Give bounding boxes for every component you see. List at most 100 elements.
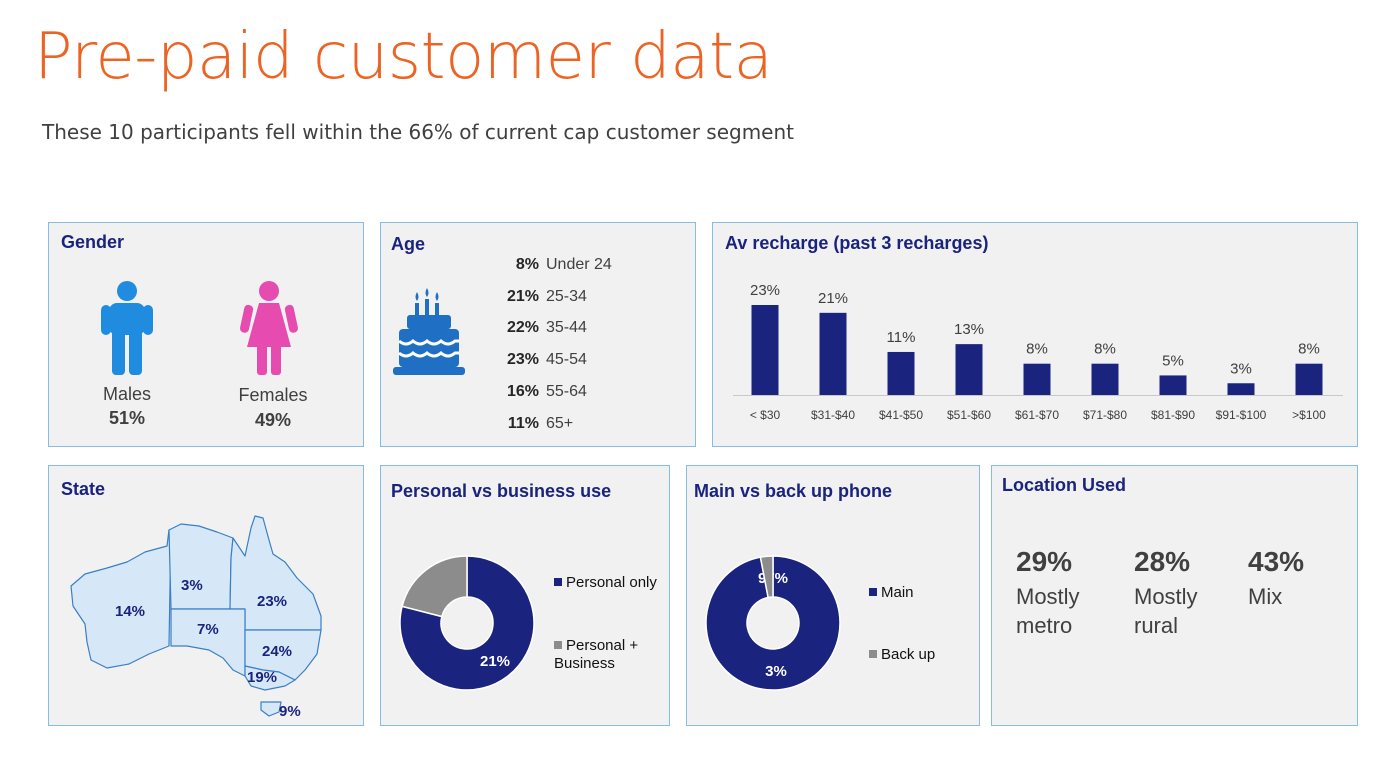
x-tick-label: $91-$100 [1216, 408, 1267, 422]
slice-value-label: 3% [765, 663, 787, 680]
personal-business-title: Personal vs business use [391, 481, 612, 501]
location-label: Mostly metro [1016, 584, 1080, 638]
x-tick-label: < $30 [750, 408, 781, 422]
location-item-rural: 28% Mostly rural [1134, 546, 1224, 640]
males-percent: 51% [108, 408, 146, 428]
age-row: 22% 35-44 [491, 319, 587, 341]
donut-slice [759, 555, 774, 599]
age-row: 23% 45-54 [491, 351, 587, 373]
recharge-panel: Av recharge (past 3 recharges) 23% < $30 2… [712, 222, 1358, 447]
personal-business-donut: 79%21% [399, 555, 535, 691]
legend-label: Main [881, 584, 914, 601]
bar [1295, 363, 1323, 395]
australia-map-icon: 14% 3% 23% 7% 24% 19% 9% [70, 515, 322, 720]
x-tick-label: >$100 [1292, 408, 1326, 422]
x-tick-label: $81-$90 [1151, 408, 1195, 422]
bar-value-label: 13% [954, 321, 984, 338]
bar-value-label: 11% [887, 329, 916, 346]
age-percent: 21% [506, 288, 539, 305]
females-percent: 49% [254, 410, 292, 430]
state-title: State [61, 479, 106, 499]
location-label: Mix [1248, 584, 1283, 609]
females-label: Females [238, 385, 308, 405]
female-person-icon [240, 281, 298, 375]
bar-value-label: 5% [1162, 352, 1184, 369]
gender-panel: Gender Males 51% Females 49% [48, 222, 364, 447]
legend-label: Back up [881, 646, 936, 663]
main-backup-panel: Main vs back up phone 97%3% Main Back up [686, 465, 980, 726]
location-title: Location Used [1002, 475, 1127, 495]
bar [819, 312, 847, 395]
gender-title: Gender [61, 232, 125, 252]
x-tick-label: $41-$50 [879, 408, 923, 422]
vic-region [244, 665, 296, 691]
age-percent: 22% [506, 319, 539, 336]
age-title: Age [391, 234, 426, 254]
bar [751, 305, 779, 395]
page-subtitle: These 10 participants fell within the 66… [42, 120, 794, 144]
legend-label: Personal only [566, 574, 657, 591]
x-tick-label: $71-$80 [1083, 408, 1127, 422]
main-backup-title: Main vs back up phone [694, 481, 893, 501]
state-nsw-value: 24% [262, 643, 292, 660]
bar-value-label: 23% [750, 282, 780, 299]
location-item-metro: 29% Mostly metro [1016, 546, 1106, 640]
x-tick-label: $51-$60 [947, 408, 991, 422]
sa-region [170, 608, 246, 677]
legend-main: Main [869, 584, 914, 602]
state-sa-value: 7% [197, 621, 219, 638]
bar [955, 344, 983, 395]
bar [1023, 363, 1051, 395]
recharge-chart-title: Av recharge (past 3 recharges) [725, 233, 989, 253]
state-wa-value: 14% [115, 603, 145, 620]
age-label: Under 24 [546, 256, 612, 273]
age-percent: 11% [507, 415, 539, 432]
age-label: 35-44 [546, 319, 587, 336]
state-panel: State 14% 3% 23% 7% 24% 19% 9% [48, 465, 364, 726]
age-percent: 8% [515, 256, 539, 273]
state-qld-value: 23% [257, 593, 287, 610]
wa-region [70, 529, 172, 669]
age-row: 21% 25-34 [491, 288, 587, 310]
age-label: 45-54 [546, 351, 587, 368]
page-title: Pre-paid customer data [34, 20, 773, 94]
location-percent: 28% [1134, 546, 1191, 577]
legend-swatch [869, 588, 877, 596]
age-row: 16% 55-64 [491, 383, 587, 405]
legend-personal-business: Personal + Business [554, 637, 654, 673]
bar-value-label: 8% [1298, 341, 1320, 358]
legend-label: Personal + Business [554, 637, 639, 672]
age-row: 8% Under 24 [491, 256, 612, 278]
location-label: Mostly rural [1134, 584, 1198, 638]
age-percent: 23% [506, 351, 539, 368]
personal-business-panel: Personal vs business use 79%21% Personal… [380, 465, 670, 726]
bar [1091, 363, 1119, 395]
state-vic-value: 19% [247, 669, 277, 686]
age-label: 65+ [546, 415, 574, 432]
location-percent: 29% [1016, 546, 1073, 577]
males-label: Males [102, 384, 151, 404]
bar-value-label: 8% [1094, 341, 1116, 358]
nt-region [168, 523, 234, 610]
recharge-bar-chart: 23% < $30 21% $31-$40 11% $41-$50 13% $51-$60 8%… [733, 282, 1343, 422]
legend-swatch [554, 578, 562, 586]
donut-slice [705, 555, 841, 691]
birthday-cake-icon [393, 288, 465, 375]
age-row: 11% 65+ [491, 415, 573, 437]
age-label: 55-64 [546, 383, 587, 400]
legend-swatch [869, 650, 877, 658]
donut-slice [401, 555, 468, 618]
tas-region [260, 701, 282, 717]
age-panel: Age 8% Under 24 21% 25-34 22% 35-44 23% 45-5… [380, 222, 696, 447]
donut-slice [399, 555, 535, 691]
location-panel: Location Used 29% Mostly metro 28% Mostl… [991, 465, 1358, 726]
location-percent: 43% [1248, 546, 1305, 577]
state-tas-value: 9% [279, 703, 301, 720]
bar-value-label: 21% [818, 290, 848, 307]
male-person-icon [101, 281, 153, 375]
age-percent: 16% [506, 383, 539, 400]
legend-personal-only: Personal only [554, 574, 657, 592]
x-tick-label: $31-$40 [811, 408, 855, 422]
bar [1227, 383, 1255, 395]
state-nt-value: 3% [181, 577, 203, 594]
